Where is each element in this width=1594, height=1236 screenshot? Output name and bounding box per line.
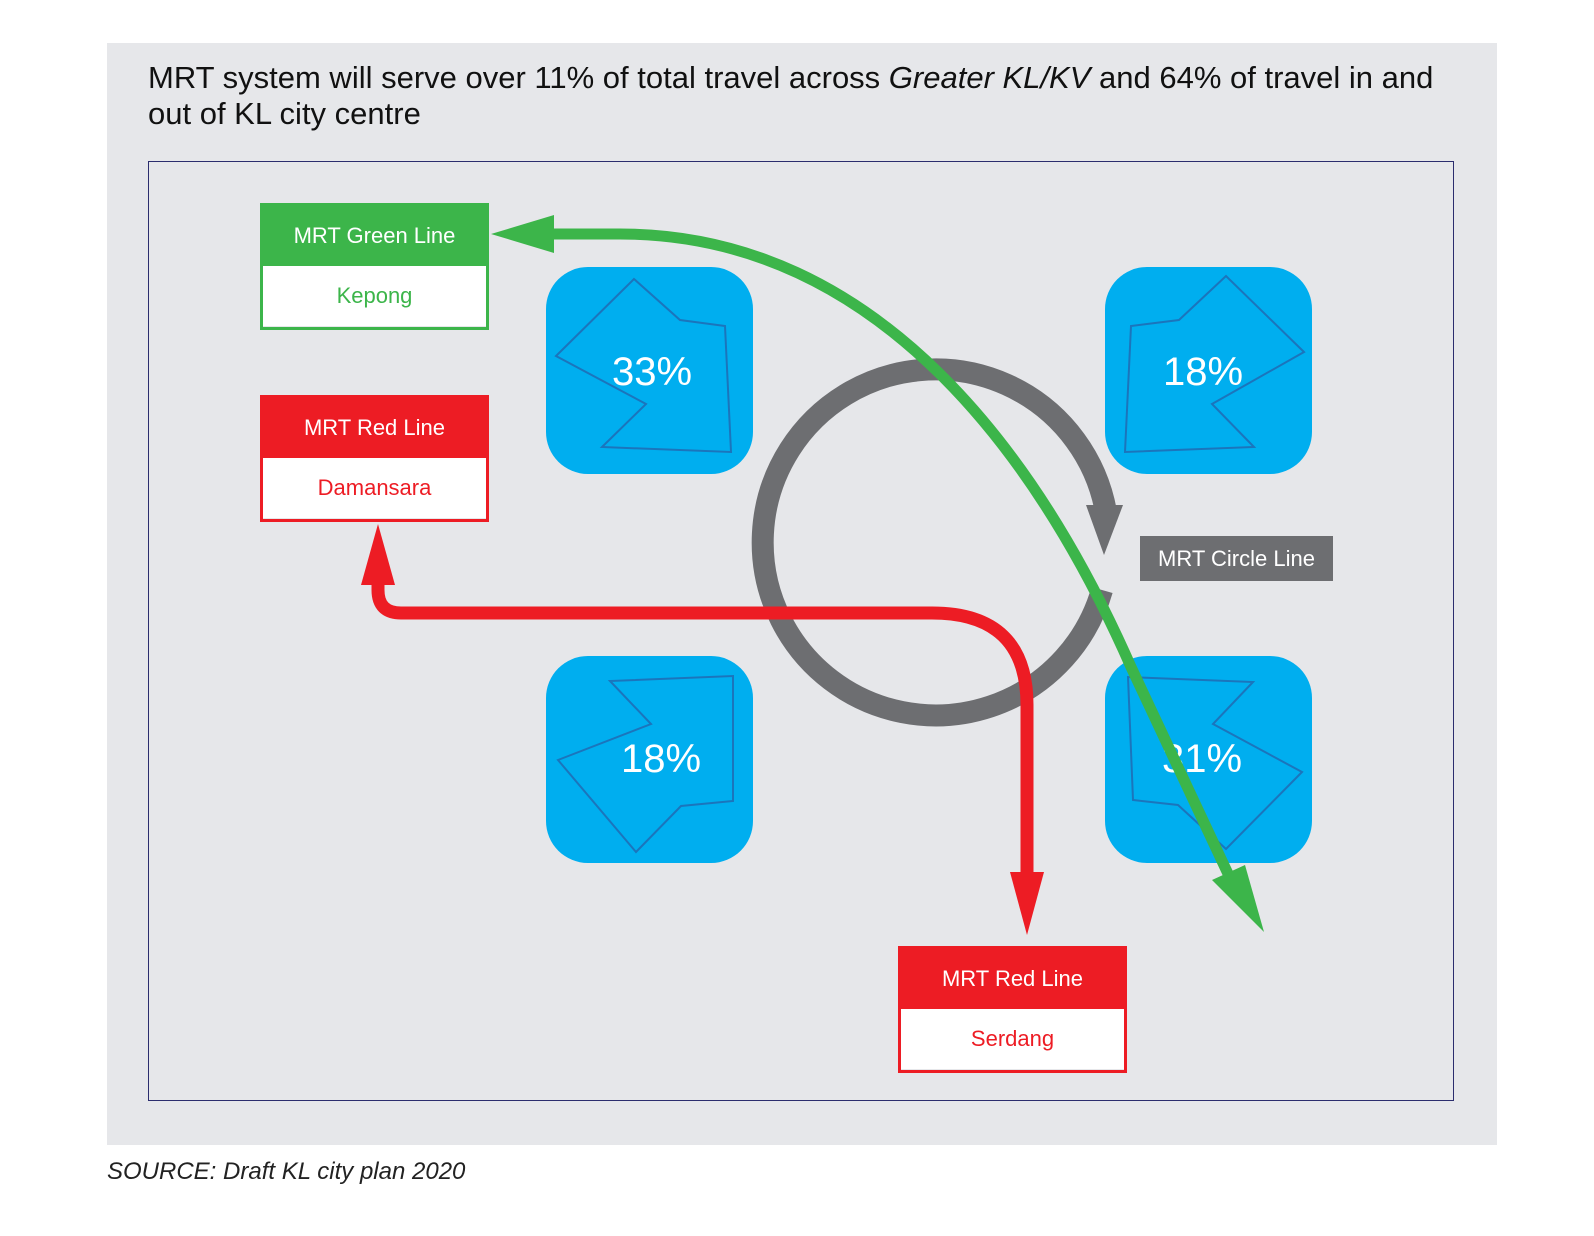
tile-top-right: 18% <box>1105 267 1312 474</box>
circle-line-route <box>751 358 1123 727</box>
circle-line-label: MRT Circle Line <box>1140 536 1333 581</box>
source-note: SOURCE: Draft KL city plan 2020 <box>107 1158 466 1185</box>
label-red-serdang: MRT Red Line Serdang <box>898 946 1127 1073</box>
tile-top-left: 33% <box>546 267 753 474</box>
tile-label-top-left: 33% <box>612 350 692 394</box>
damansara-station: Damansara <box>263 458 486 518</box>
title-text-1: MRT system will serve over 11% of total … <box>148 60 889 95</box>
page-title: MRT system will serve over 11% of total … <box>148 60 1478 132</box>
tile-label-top-right: 18% <box>1163 350 1243 394</box>
red-line-route <box>361 524 1044 935</box>
red-line-name-serdang: MRT Red Line <box>901 949 1124 1009</box>
title-text-italic: Greater KL/KV <box>888 60 1091 95</box>
diagram-frame <box>148 161 1454 1101</box>
green-line-route <box>491 215 1264 932</box>
tile-label-bottom-left: 18% <box>621 737 701 781</box>
serdang-station: Serdang <box>901 1009 1124 1069</box>
tile-bottom-left: 18% <box>546 656 753 863</box>
red-line-name: MRT Red Line <box>263 398 486 458</box>
label-red-damansara: MRT Red Line Damansara <box>260 395 489 522</box>
kepong-station: Kepong <box>263 266 486 326</box>
label-green-kepong: MRT Green Line Kepong <box>260 203 489 330</box>
green-line-name: MRT Green Line <box>263 206 486 266</box>
title-text-2: and 64% of travel in and out of KL city … <box>148 60 1434 131</box>
